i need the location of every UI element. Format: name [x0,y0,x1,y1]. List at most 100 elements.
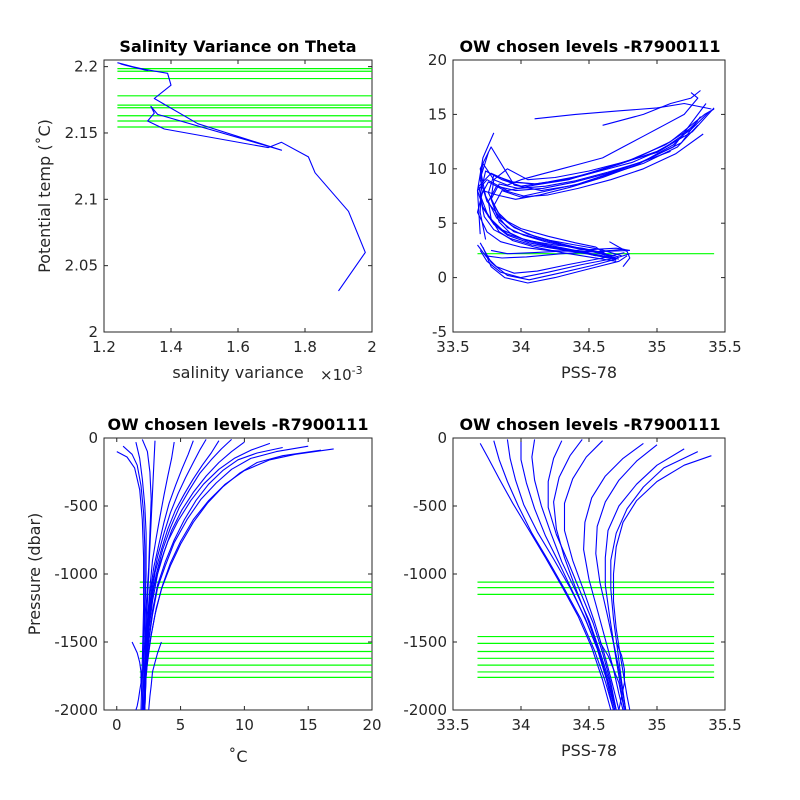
x-tick-label: 35.5 [708,716,741,734]
x-tick-label: 34.5 [572,338,605,356]
profile-line [595,444,658,711]
x-axis-label: ˚C [228,747,247,766]
profile-line [534,102,712,120]
y-tick-label: -1000 [403,565,447,583]
x-tick-label: 0 [112,716,122,734]
x-axis-ticks: 33.5 34 34.5 35 35.5 [436,438,742,734]
plot-area [452,59,726,333]
y-tick-label: 0 [437,429,447,447]
x-axis-exponent-base: ×10 [320,366,352,384]
panel-salinity-variance-on-theta: Salinity Variance on Theta 1.2 1.4 1.6 1.8 2… [35,37,377,384]
x-tick-label: 34 [511,338,530,356]
profile-line [477,244,625,274]
profile-line [563,440,620,711]
chart-title: OW chosen levels -R7900111 [459,415,720,434]
y-tick-label: -5 [432,323,447,341]
y-tick-label: -2000 [403,701,447,719]
x-tick-label: 10 [235,716,254,734]
data-lines [117,62,366,292]
profile-line [553,439,617,711]
profile-line [144,441,245,711]
y-tick-label: 2.1 [74,190,98,208]
chart-title: OW chosen levels -R7900111 [459,37,720,56]
profile-line [479,92,699,261]
x-tick-label: 35 [647,716,666,734]
y-tick-label: 2.15 [65,124,98,142]
profile-line [476,120,699,253]
x-axis-ticks: 33.5 34 34.5 35 35.5 [436,60,742,356]
x-axis-label: salinity variance [172,363,303,382]
panel-ow-levels-theta-salinity: OW chosen levels -R7900111 33.5 34 34.5 35 3… [428,37,742,382]
y-axis-ticks: -5 0 5 10 15 20 [428,51,725,341]
profile-line [506,439,615,711]
x-axis-label: PSS-78 [561,363,617,382]
y-tick-label: -500 [413,497,447,515]
y-axis-label: Pressure (dbar) [25,513,44,636]
x-axis-ticks: 1.2 1.4 1.6 1.8 2 [92,60,377,356]
x-tick-label: 5 [176,716,186,734]
chart-title: OW chosen levels -R7900111 [107,415,368,434]
profile-line [479,107,715,257]
y-tick-label: -1500 [403,633,447,651]
x-axis-label: PSS-78 [561,741,617,760]
x-tick-label: 34 [511,716,530,734]
y-axis-ticks: 2 2.05 2.1 2.15 2.2 [65,58,372,341]
profile-line [122,445,146,711]
x-tick-label: 20 [362,716,381,734]
chart-title: Salinity Variance on Theta [119,37,356,56]
series-line [117,62,366,292]
profile-line [479,242,617,281]
profile-line [116,451,145,711]
profile-line [599,641,625,711]
profile-line [610,451,699,711]
panel-ow-levels-temperature-pressure: OW chosen levels -R7900111 0 5 10 15 20 -200… [25,415,382,766]
x-tick-label: 1.4 [159,338,183,356]
x-tick-label: 2 [367,338,377,356]
y-tick-label: -1500 [54,633,98,651]
profile-line [478,124,696,258]
y-tick-label: -1000 [54,565,98,583]
y-tick-label: -2000 [54,701,98,719]
profile-line [547,440,617,711]
x-tick-label: 1.8 [293,338,317,356]
y-axis-ticks: -2000 -1500 -1000 -500 0 [54,429,372,719]
y-tick-label: -500 [64,497,98,515]
chosen-levels [117,68,372,128]
profile-line [482,246,628,284]
profile-line [141,439,152,711]
profile-line [479,152,489,240]
x-tick-label: 33.5 [436,716,469,734]
profile-line [131,641,142,711]
profile-line [479,443,612,711]
x-axis-ticks: 0 5 10 15 20 [112,438,382,734]
y-axis-label: Potential temp (˚C) [35,119,54,273]
profile-line [476,132,495,235]
panel-ow-levels-salinity-pressure: OW chosen levels -R7900111 33.5 34 34.5 35 3… [403,415,741,760]
data-lines [476,90,715,284]
x-tick-label: 35.5 [708,338,741,356]
y-tick-label: 2.2 [74,58,98,76]
data-lines [116,438,334,711]
profile-line [609,241,631,268]
profile-line [487,103,707,262]
y-tick-label: 20 [428,51,447,69]
data-lines [479,439,712,711]
profile-line [144,446,283,711]
profile-line [493,440,615,711]
x-tick-label: 33.5 [436,338,469,356]
profile-line [493,133,704,260]
y-tick-label: 5 [437,214,447,232]
y-axis-ticks: -2000 -1500 -1000 -500 0 [403,429,725,719]
y-tick-label: 10 [428,160,447,178]
profile-line [604,448,685,711]
profile-line [143,439,207,711]
plot-area [452,437,726,711]
x-tick-label: 1.6 [226,338,250,356]
x-tick-label: 1.2 [92,338,116,356]
profile-line [615,641,625,711]
y-tick-label: 2.05 [65,257,98,275]
x-tick-label: 35 [647,338,666,356]
profile-line [602,90,701,126]
y-tick-label: 15 [428,105,447,123]
